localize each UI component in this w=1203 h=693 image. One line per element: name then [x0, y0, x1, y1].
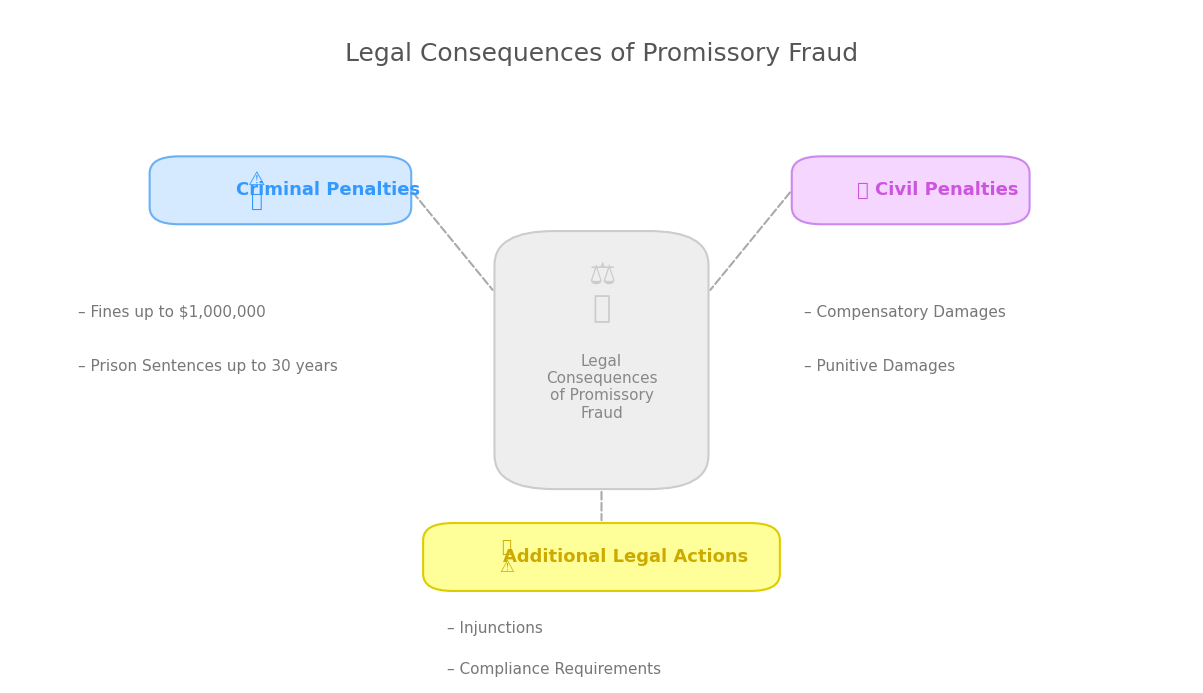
- FancyBboxPatch shape: [423, 523, 780, 591]
- Text: ⚠
👤: ⚠ 👤: [248, 170, 266, 211]
- Text: 📋: 📋: [858, 181, 869, 200]
- Text: 👥
⚠: 👥 ⚠: [499, 538, 514, 577]
- Text: – Prison Sentences up to 30 years: – Prison Sentences up to 30 years: [78, 360, 338, 374]
- Text: ⚖
🔨: ⚖ 🔨: [588, 261, 615, 324]
- Text: – Compensatory Damages: – Compensatory Damages: [804, 305, 1006, 320]
- Text: Legal
Consequences
of Promissory
Fraud: Legal Consequences of Promissory Fraud: [546, 353, 657, 421]
- Text: – Injunctions: – Injunctions: [448, 621, 543, 636]
- Text: Legal Consequences of Promissory Fraud: Legal Consequences of Promissory Fraud: [345, 42, 858, 67]
- Text: – Fines up to $1,000,000: – Fines up to $1,000,000: [78, 305, 266, 320]
- Text: – Compliance Requirements: – Compliance Requirements: [448, 662, 660, 676]
- FancyBboxPatch shape: [792, 157, 1030, 225]
- Text: Criminal Penalties: Criminal Penalties: [236, 182, 420, 200]
- Text: – Punitive Damages: – Punitive Damages: [804, 360, 955, 374]
- Text: Additional Legal Actions: Additional Legal Actions: [503, 548, 748, 566]
- Text: Civil Penalties: Civil Penalties: [875, 182, 1018, 200]
- FancyBboxPatch shape: [149, 157, 411, 225]
- FancyBboxPatch shape: [494, 231, 709, 489]
